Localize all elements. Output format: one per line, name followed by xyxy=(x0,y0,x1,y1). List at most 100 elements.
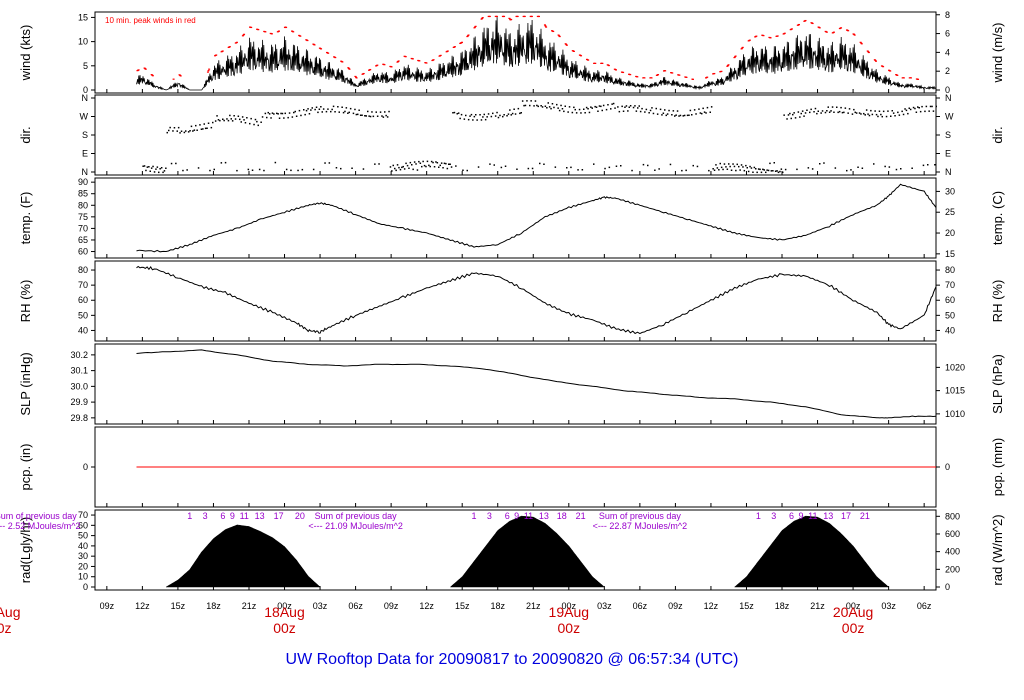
direction-point xyxy=(494,115,497,117)
axis-label-left: pcp. (in) xyxy=(18,444,33,491)
direction-point xyxy=(655,107,657,110)
direction-point xyxy=(918,107,920,109)
direction-point xyxy=(706,106,709,109)
y-tick-label-right: 1015 xyxy=(945,386,965,396)
direction-point xyxy=(891,110,893,112)
direction-point xyxy=(328,162,331,164)
direction-point xyxy=(932,110,935,112)
direction-point xyxy=(726,168,729,170)
direction-point xyxy=(757,168,760,170)
direction-point xyxy=(284,112,286,115)
direction-point xyxy=(402,165,404,168)
radiation-hour-label: 21 xyxy=(576,511,586,521)
radiation-hour-label: 1 xyxy=(756,511,761,521)
direction-point xyxy=(597,110,599,112)
y-tick-label-left: 60 xyxy=(78,520,88,530)
direction-point xyxy=(303,109,305,111)
direction-point xyxy=(558,109,561,112)
y-tick-label-left: 70 xyxy=(78,280,88,290)
date-label: 00z xyxy=(842,620,865,636)
direction-point xyxy=(435,161,437,163)
axis-label-left: dir. xyxy=(18,126,33,143)
direction-point xyxy=(344,110,346,113)
direction-point xyxy=(500,166,503,169)
direction-point xyxy=(656,113,659,115)
date-label: 18Aug xyxy=(264,604,304,620)
axis-label-right: RH (%) xyxy=(990,280,1005,323)
direction-point xyxy=(836,106,838,108)
y-tick-label-left: 50 xyxy=(78,310,88,320)
direction-point xyxy=(755,168,757,170)
direction-point xyxy=(720,166,723,169)
y-tick-label-left: E xyxy=(82,149,88,159)
time-tick-label: 15z xyxy=(171,601,186,611)
direction-point xyxy=(438,166,440,168)
time-tick-label: 06z xyxy=(917,601,932,611)
direction-point xyxy=(925,105,928,108)
direction-point xyxy=(287,116,289,119)
direction-point xyxy=(800,112,802,115)
direction-point xyxy=(263,169,265,172)
direction-point xyxy=(915,111,918,113)
direction-point xyxy=(436,162,439,164)
direction-point xyxy=(340,167,342,170)
direction-point xyxy=(574,108,576,111)
direction-point xyxy=(756,171,758,174)
direction-point xyxy=(258,168,261,171)
radiation-hour-label: 6 xyxy=(220,511,225,521)
direction-point xyxy=(230,118,232,120)
radiation-area xyxy=(733,515,890,588)
direction-point xyxy=(529,104,531,107)
radiation-hour-label: 6 xyxy=(789,511,794,521)
direction-point xyxy=(919,110,922,113)
direction-point xyxy=(197,167,200,169)
direction-point xyxy=(880,113,882,116)
direction-point xyxy=(669,163,672,166)
y-tick-label-left: 5 xyxy=(83,61,88,71)
direction-point xyxy=(598,105,601,107)
direction-point xyxy=(723,163,726,165)
direction-point xyxy=(378,163,380,165)
direction-point xyxy=(320,106,322,108)
y-tick-label-right: 80 xyxy=(945,265,955,275)
direction-point xyxy=(696,165,699,168)
direction-point xyxy=(675,114,677,116)
direction-point xyxy=(476,119,478,121)
direction-point xyxy=(479,114,481,116)
direction-point xyxy=(659,108,662,111)
y-tick-label-left: 80 xyxy=(78,265,88,275)
direction-point xyxy=(644,111,646,113)
direction-point xyxy=(511,112,514,115)
direction-point xyxy=(774,170,777,172)
direction-point xyxy=(632,106,635,109)
direction-point xyxy=(892,112,895,114)
direction-point xyxy=(604,167,606,170)
direction-point xyxy=(560,104,562,107)
direction-point xyxy=(749,165,751,168)
direction-point xyxy=(449,163,451,165)
direction-point xyxy=(484,118,487,121)
y-tick-label-right: 6 xyxy=(945,29,950,39)
direction-point xyxy=(796,168,798,171)
time-tick-label: 21z xyxy=(242,601,257,611)
direction-point xyxy=(509,109,511,111)
direction-point xyxy=(895,168,898,171)
direction-point xyxy=(828,111,831,113)
direction-point xyxy=(743,169,746,172)
time-tick-label: 00z xyxy=(562,601,577,611)
direction-point xyxy=(679,114,682,117)
panel-frame xyxy=(94,343,937,425)
direction-point xyxy=(317,111,319,114)
radiation-note: <--- 22.87 MJoules/m^2 xyxy=(593,521,688,531)
direction-point xyxy=(233,115,235,117)
direction-point xyxy=(591,107,593,109)
direction-point xyxy=(220,162,223,164)
direction-point xyxy=(227,119,230,122)
y-tick-label-left: 0 xyxy=(83,582,88,592)
direction-point xyxy=(337,106,339,108)
direction-point xyxy=(354,108,356,111)
y-tick-label-left: N xyxy=(82,93,89,103)
direction-point xyxy=(665,114,667,117)
direction-point xyxy=(290,169,292,172)
direction-point xyxy=(452,112,454,114)
